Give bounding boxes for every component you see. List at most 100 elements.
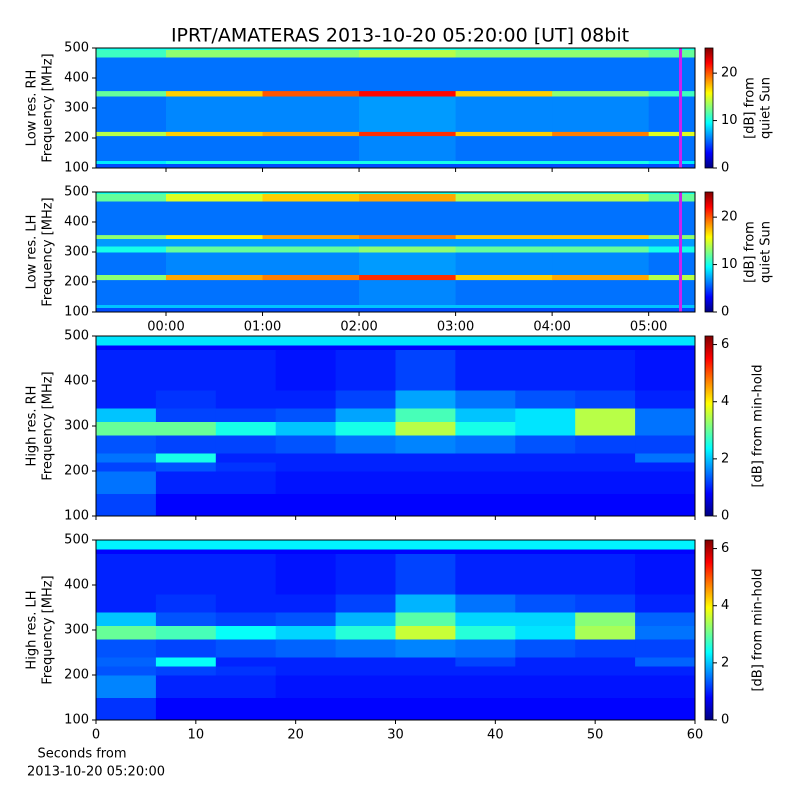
- heatmap: [96, 336, 695, 516]
- heatmap-cell: [165, 234, 264, 239]
- heatmap-cell: [395, 549, 456, 554]
- heatmap-cell: [635, 594, 695, 613]
- heatmap-cell: [575, 462, 636, 472]
- heatmap-cell: [648, 201, 695, 236]
- heatmap-cell: [359, 234, 457, 239]
- heatmap-cell: [96, 390, 157, 409]
- heatmap-cell: [648, 307, 695, 312]
- heatmap-cell: [96, 274, 167, 281]
- heatmap-cell: [455, 666, 516, 676]
- heatmap-cell: [359, 304, 457, 308]
- heatmap-cell: [155, 549, 217, 554]
- heatmap-cell: [648, 160, 695, 164]
- heatmap-cell: [455, 201, 553, 236]
- heatmap-cell: [335, 421, 396, 436]
- heatmap-cell: [515, 549, 576, 554]
- heatmap-cell: [635, 493, 695, 516]
- y-tick-label: 300: [64, 101, 89, 116]
- heatmap-cell: [262, 160, 360, 164]
- heatmap-cell: [455, 193, 553, 202]
- heatmap-cell: [552, 96, 650, 132]
- heatmap-cell: [215, 408, 277, 422]
- heatmap-cell: [455, 252, 553, 275]
- y-tick-label: 100: [64, 509, 89, 524]
- heatmap-cell: [455, 96, 553, 132]
- heatmap-cell: [165, 49, 264, 58]
- heatmap-cell: [96, 435, 157, 454]
- heatmap-cell: [165, 135, 264, 161]
- heatmap-cell: [455, 345, 516, 350]
- heatmap-cell: [359, 192, 457, 194]
- heatmap-cell: [155, 421, 217, 436]
- heatmap-cell: [215, 453, 277, 463]
- heatmap-cell: [262, 163, 360, 168]
- heatmap-cell: [515, 471, 576, 494]
- heatmap-cell: [515, 625, 576, 640]
- heatmap-cell: [275, 336, 337, 346]
- heatmap-cell: [395, 540, 456, 550]
- heatmap-cell: [155, 612, 217, 626]
- heatmap-cell: [275, 612, 337, 626]
- heatmap-cell: [215, 657, 277, 667]
- heatmap-cell: [575, 697, 636, 720]
- heatmap-cell: [165, 48, 264, 50]
- heatmap-cell: [215, 462, 277, 472]
- heatmap-cell: [155, 594, 217, 613]
- y-tick-label: 400: [64, 578, 89, 593]
- heatmap-cell: [155, 553, 217, 595]
- colorbar-label: [dB] from min-hold: [751, 364, 766, 487]
- heatmap-cell: [165, 131, 264, 137]
- heatmap-cell: [552, 238, 650, 247]
- heatmap-cell: [648, 234, 695, 239]
- heatmap-cell: [155, 453, 217, 463]
- colorbar-tick-label: 0: [721, 509, 729, 524]
- heatmap-cell: [455, 131, 553, 137]
- heatmap-cell: [648, 163, 695, 168]
- y-tick-label: 500: [64, 185, 89, 200]
- heatmap: [96, 540, 695, 720]
- heatmap-cell: [96, 471, 157, 494]
- heatmap-cell: [552, 192, 650, 194]
- heatmap-cell: [635, 612, 695, 626]
- heatmap-cell: [275, 471, 337, 494]
- y-tick-label: 200: [64, 668, 89, 683]
- heatmap-cell: [635, 345, 695, 350]
- colorbar-tick-label: 10: [721, 113, 738, 128]
- heatmap-cell: [455, 421, 516, 436]
- heatmap-cell: [455, 163, 553, 168]
- heatmap-cell: [395, 435, 456, 454]
- heatmap-cell: [335, 549, 396, 554]
- heatmap-cell: [552, 90, 650, 97]
- x-axis-label: 2013-10-20 05:20:00: [27, 765, 165, 780]
- heatmap-cell: [648, 304, 695, 308]
- heatmap-cell: [262, 279, 360, 305]
- heatmap-cell: [275, 453, 337, 463]
- heatmap-cell: [359, 246, 457, 253]
- x-tick-label: 04:00: [533, 320, 570, 335]
- heatmap-cell: [635, 462, 695, 472]
- heatmap-cell: [165, 201, 264, 236]
- heatmap-cell: [515, 594, 576, 613]
- y-tick-label: 400: [64, 71, 89, 86]
- heatmap-cell: [648, 135, 695, 161]
- heatmap-cell: [155, 345, 217, 350]
- heatmap-cell: [648, 238, 695, 247]
- heatmap-cell: [275, 666, 337, 676]
- heatmap-cell: [275, 349, 337, 391]
- heatmap-cell: [515, 666, 576, 676]
- heatmap-cell: [395, 421, 456, 436]
- y-tick-label: 100: [64, 161, 89, 176]
- heatmap-cell: [395, 462, 456, 472]
- heatmap-cell: [635, 625, 695, 640]
- heatmap-cell: [575, 471, 636, 494]
- heatmap-cell: [262, 193, 360, 202]
- heatmap-cell: [575, 345, 636, 350]
- heatmap-cell: [165, 238, 264, 247]
- heatmap-cell: [552, 307, 650, 312]
- y-tick-label: 300: [64, 419, 89, 434]
- heatmap-cell: [165, 57, 264, 92]
- heatmap-cell: [552, 234, 650, 239]
- heatmap-cell: [575, 553, 636, 595]
- heatmap-cell: [648, 246, 695, 253]
- heatmap-cell: [165, 96, 264, 132]
